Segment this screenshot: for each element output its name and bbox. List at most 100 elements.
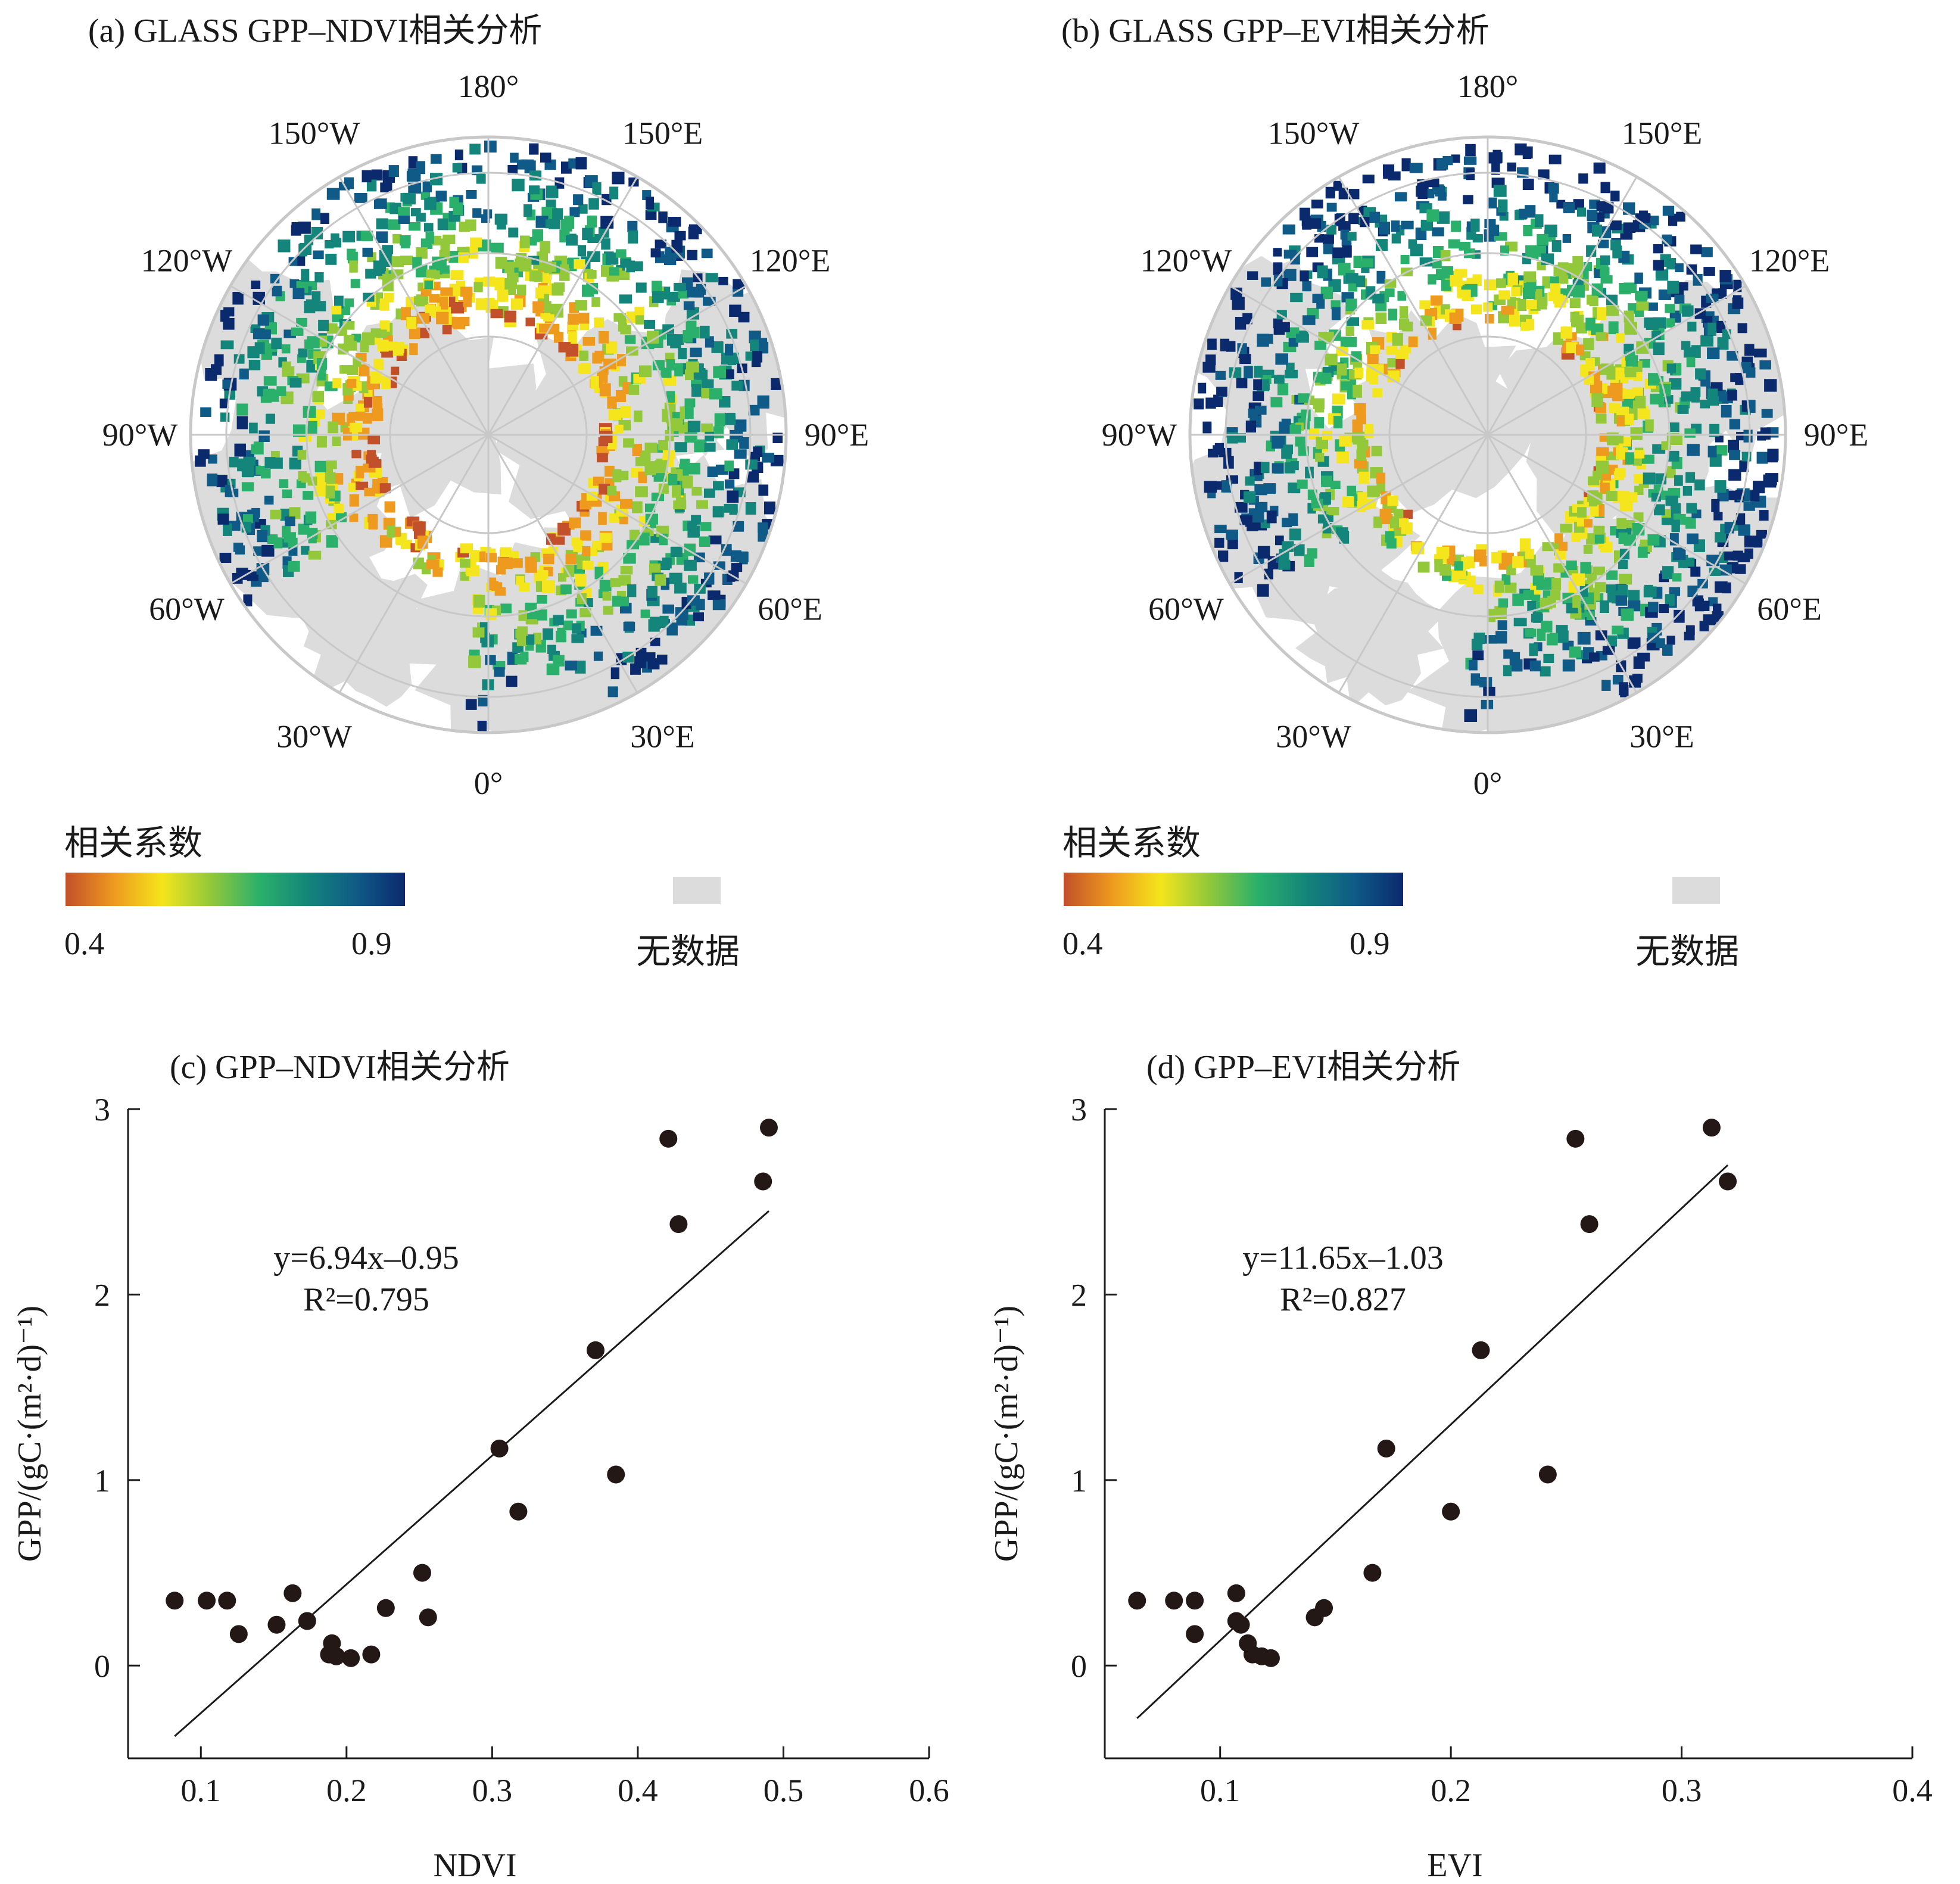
map-correlation-cell [540,241,551,254]
meridian-line [488,434,747,585]
map-correlation-cell [1347,232,1357,241]
map-correlation-cell [1408,239,1417,249]
map-correlation-cell [1273,262,1283,275]
map-correlation-cell [1417,561,1430,573]
map-correlation-cell [672,484,681,498]
map-correlation-cell [1372,294,1385,304]
map-correlation-cell [331,306,342,314]
x-tick-label: 0.4 [1892,1773,1933,1808]
map-correlation-cell [1511,287,1520,297]
map-correlation-cell [1387,496,1398,506]
map-correlation-cell [241,465,254,478]
map-correlation-cell [1659,604,1669,614]
map-correlation-cell [1601,680,1611,691]
map-correlation-cell [387,525,395,538]
data-point [1442,1502,1460,1521]
map-correlation-cell [687,462,700,475]
map-correlation-cell [1600,255,1610,265]
map-correlation-cell [1594,534,1604,544]
map-correlation-cell [593,651,603,661]
map-correlation-cell [1624,413,1634,425]
map-correlation-cell [1205,397,1216,409]
map-correlation-cell [1507,272,1518,285]
map-correlation-cell [1345,273,1358,284]
map-correlation-cell [1347,485,1357,496]
map-correlation-cell [1563,201,1575,213]
map-correlation-cell [659,615,669,628]
map-correlation-cell [1529,643,1538,656]
map-correlation-cell [288,537,298,548]
map-correlation-cell [546,185,557,198]
map-correlation-cell [541,272,551,284]
map-correlation-cell [553,332,564,343]
map-correlation-cell [538,570,549,579]
map-correlation-cell [1719,564,1732,576]
map-correlation-cell [1255,502,1268,513]
map-correlation-cell [535,287,544,299]
map-correlation-cell [1621,608,1634,621]
map-correlation-cell [588,198,599,210]
map-correlation-cell [1272,436,1285,449]
map-correlation-cell [301,546,310,555]
map-correlation-cell [304,339,314,350]
map-correlation-cell [1583,338,1594,350]
map-correlation-cell [1641,454,1654,464]
map-correlation-cell [1420,219,1434,231]
map-correlation-cell [506,272,519,283]
map-correlation-cell [1464,709,1478,722]
map-correlation-cell [332,436,341,446]
map-correlation-cell [1647,602,1659,612]
map-correlation-cell [1540,666,1551,677]
map-correlation-cell [1449,312,1462,324]
map-correlation-cell [1693,273,1703,286]
data-point [327,1647,345,1665]
longitude-label: 30°E [630,719,695,755]
map-correlation-cell [1635,291,1648,301]
map-correlation-cell [1584,519,1593,528]
map-correlation-cell [1634,450,1645,459]
map-correlation-cell [469,144,481,155]
map-correlation-cell [1520,322,1531,331]
map-correlation-cell [1214,524,1227,534]
map-a-nodata-swatch [673,877,721,904]
data-point [1719,1172,1737,1191]
map-correlation-cell [1306,247,1319,257]
map-correlation-cell [575,300,588,311]
map-correlation-cell [325,254,337,265]
map-correlation-cell [1512,556,1524,568]
map-correlation-cell [1484,279,1497,291]
map-correlation-cell [325,240,334,249]
map-correlation-cell [1257,584,1269,597]
map-correlation-cell [635,282,647,293]
map-correlation-cell [647,586,658,598]
data-point [376,1599,395,1617]
map-correlation-cell [579,500,591,510]
map-correlation-cell [671,239,683,253]
map-correlation-cell [1487,609,1496,622]
map-correlation-cell [388,165,399,177]
map-correlation-cell [363,397,373,408]
map-a-lon-labels: 180° 150°E 120°E 90°E 60°E 30°E 0° 30°W 60°W 90°W… [102,68,870,801]
map-correlation-cell [1376,472,1386,484]
map-correlation-cell [466,190,477,199]
map-correlation-cell [234,443,246,457]
data-point [413,1564,431,1582]
map-correlation-cell [380,182,392,192]
map-correlation-cell [382,245,394,254]
map-correlation-cell [1232,297,1245,310]
map-correlation-cell [263,376,277,386]
map-correlation-cell [620,566,633,575]
map-correlation-cell [1247,271,1258,280]
map-b-colorbar-max: 0.9 [1350,926,1390,961]
map-correlation-cell [325,472,336,485]
map-correlation-cell [1615,367,1625,380]
map-correlation-cell [1326,507,1339,516]
map-correlation-cell [1719,270,1731,282]
map-correlation-cell [1666,318,1675,328]
map-correlation-cell [291,225,301,236]
y-tick-label: 1 [94,1463,110,1499]
map-correlation-cell [684,432,697,443]
map-correlation-cell [1391,220,1400,232]
map-correlation-cell [580,363,591,375]
map-correlation-cell [1666,636,1675,645]
